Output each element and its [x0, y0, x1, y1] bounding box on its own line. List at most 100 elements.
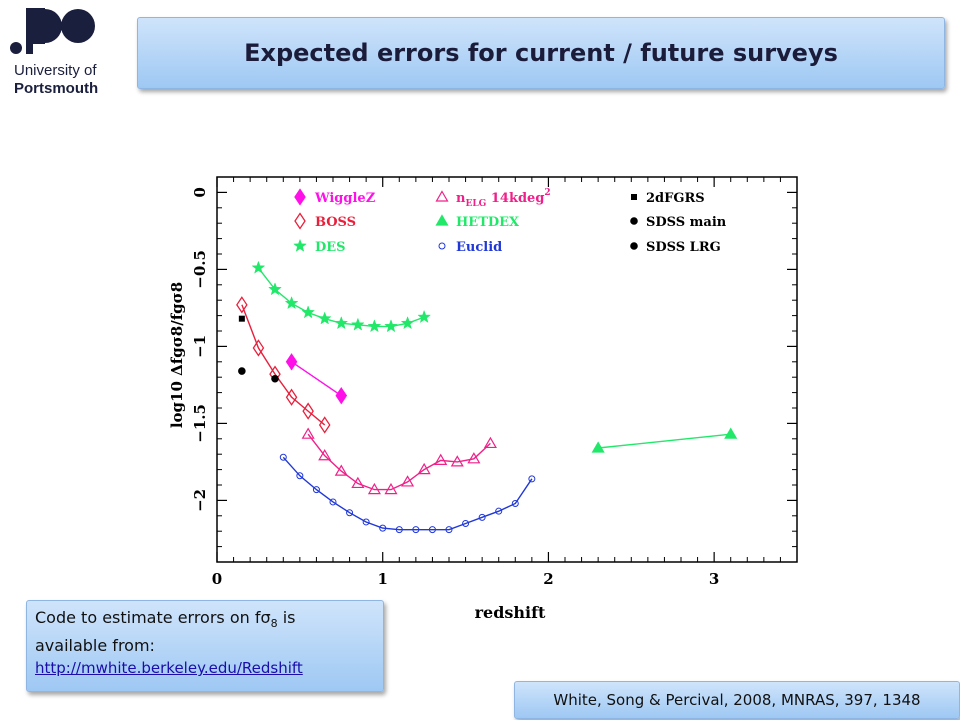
y-tick-label: −0.5	[191, 250, 209, 289]
legend-label-sdss-lrg: SDSS LRG	[646, 240, 721, 255]
note-line2: available from:	[35, 636, 155, 656]
legend-marker-wigglez	[294, 188, 306, 206]
data-point-des	[367, 319, 382, 333]
legend-marker-sdss_main	[630, 217, 638, 225]
citation-text: White, Song & Percival, 2008, MNRAS, 397…	[553, 691, 921, 709]
x-tick-label: 1	[377, 570, 387, 588]
legend-label-nelg: nELG 14kdeg2	[456, 188, 551, 209]
series-line-euclid	[282, 456, 533, 531]
data-point-des	[351, 317, 365, 331]
data-point-nelg	[367, 482, 381, 495]
data-point-des	[284, 296, 299, 310]
data-point-euclid	[412, 526, 420, 534]
series-hetdex	[591, 427, 738, 453]
legend-label-wigglez: WiggleZ	[314, 191, 376, 206]
legend-label-des: DES	[315, 240, 346, 255]
data-point-euclid	[528, 475, 536, 483]
data-point-euclid	[395, 526, 403, 534]
legend-label-hetdex: HETDEX	[456, 215, 520, 230]
redshift-code-link[interactable]: http://mwhite.berkeley.edu/Redshift	[35, 659, 303, 678]
legend-label-boss: BOSS	[315, 215, 356, 230]
series-sdss_main	[238, 367, 246, 375]
data-point-euclid	[445, 526, 453, 534]
data-point-wigglez	[285, 353, 298, 371]
data-point-des	[301, 305, 315, 319]
data-point-des	[317, 311, 332, 325]
data-point-des	[268, 282, 282, 296]
university-logo: University of Portsmouth	[6, 4, 118, 97]
x-tick-label: 0	[212, 570, 222, 588]
legend-marker-twodf	[631, 194, 637, 200]
data-point-euclid	[428, 526, 436, 534]
citation-box: White, Song & Percival, 2008, MNRAS, 397…	[514, 681, 960, 719]
series-line-hetdex	[598, 433, 731, 449]
logo-line1: University of	[14, 62, 97, 79]
legend-nelg-pre: n	[456, 191, 466, 206]
data-point-nelg	[467, 452, 481, 464]
data-point-sdss_main	[238, 367, 246, 375]
series-sdss_lrg	[271, 374, 279, 383]
data-point-boss	[252, 339, 265, 357]
plot-frame	[216, 176, 798, 563]
y-tick-label: −1	[191, 335, 209, 358]
data-point-euclid	[329, 498, 337, 506]
data-point-euclid	[362, 518, 370, 526]
y-tick-label: −2	[191, 489, 209, 512]
y-tick-label: −1.5	[191, 404, 209, 443]
data-point-sdss_lrg	[271, 374, 279, 383]
legend-nelg-post: 14kdeg	[486, 191, 544, 206]
data-point-nelg	[450, 455, 464, 467]
x-tick-label: 2	[543, 570, 553, 588]
data-point-boss	[236, 296, 248, 314]
data-point-nelg	[483, 436, 497, 449]
data-point-nelg	[384, 482, 398, 495]
data-point-des	[384, 319, 398, 333]
data-point-euclid	[279, 453, 287, 461]
data-point-des	[251, 260, 266, 274]
data-point-boss	[302, 402, 314, 420]
legend-label-euclid: Euclid	[456, 240, 502, 255]
series-boss	[236, 296, 331, 434]
y-tick-label: 0	[191, 187, 209, 197]
legend-marker-des	[293, 238, 307, 252]
data-point-nelg	[434, 453, 448, 465]
series-twodf	[238, 315, 245, 322]
title-banner: Expected errors for current / future sur…	[137, 17, 945, 89]
legend-nelg-sub: ELG	[465, 199, 486, 209]
legend-marker-sdss_lrg	[630, 242, 638, 250]
code-note-box: Code to estimate errors on fσ8 is availa…	[26, 600, 384, 692]
data-point-nelg	[334, 464, 348, 476]
data-point-euclid	[312, 486, 320, 494]
data-point-euclid	[346, 509, 354, 517]
legend-label-2dfgrs: 2dFGRS	[646, 191, 705, 206]
data-point-nelg	[301, 427, 315, 439]
data-point-nelg	[318, 449, 332, 461]
series-euclid	[279, 453, 536, 534]
x-tick-label: 3	[709, 570, 719, 588]
x-axis-label: redshift	[475, 603, 546, 622]
data-point-boss	[318, 416, 331, 434]
series-des	[251, 260, 431, 333]
series-line-nelg	[307, 433, 491, 491]
series-line-wigglez	[291, 361, 342, 397]
series-wigglez	[285, 353, 348, 405]
note-subscript: 8	[270, 617, 278, 631]
logo-mark-icon	[10, 8, 95, 54]
y-axis-label: log10 Δfgσ8/fgσ8	[168, 282, 186, 428]
note-line1: Code to estimate errors on fσ8 is	[35, 607, 375, 635]
data-point-euclid	[379, 524, 387, 532]
data-point-boss	[285, 388, 298, 406]
logo-line2: Portsmouth	[14, 80, 99, 97]
series-line-boss	[241, 304, 326, 426]
data-point-euclid	[478, 513, 486, 521]
legend-marker-hetdex	[435, 214, 449, 226]
data-point-euclid	[462, 520, 470, 527]
data-point-des	[400, 316, 415, 330]
data-point-nelg	[417, 462, 431, 475]
data-point-nelg	[401, 475, 415, 487]
data-point-hetdex	[724, 427, 738, 439]
note-line1-end: is	[277, 608, 296, 627]
data-point-wigglez	[335, 387, 348, 405]
data-point-nelg	[351, 476, 365, 489]
series-nelg	[301, 427, 497, 495]
